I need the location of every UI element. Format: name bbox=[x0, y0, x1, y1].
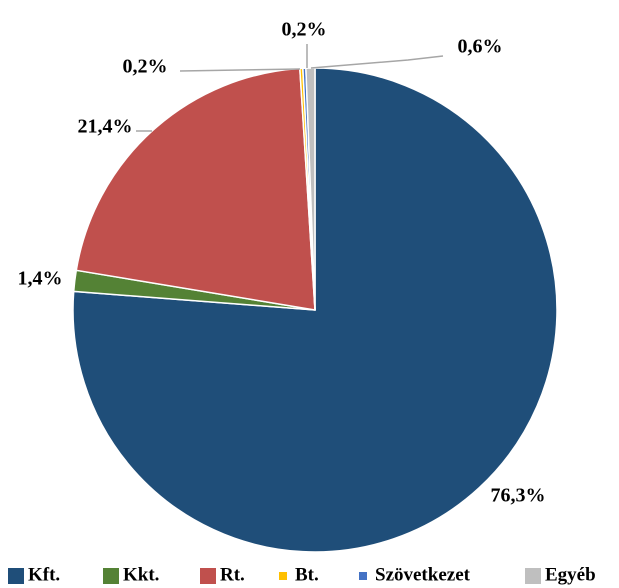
pie-slice bbox=[75, 67, 316, 311]
legend-marker bbox=[525, 568, 541, 584]
legend-label: Kkt. bbox=[123, 564, 159, 585]
legend-label: Bt. bbox=[295, 564, 319, 585]
data-label: 0,6% bbox=[458, 36, 503, 58]
data-label: 1,4% bbox=[18, 268, 63, 290]
legend-marker bbox=[103, 568, 119, 584]
pie bbox=[72, 67, 558, 553]
legend-label: Kft. bbox=[28, 564, 60, 585]
legend: Kft. Kkt. Rt. Bt. Szövetkezet Egyéb bbox=[8, 564, 596, 585]
data-label: 0,2% bbox=[123, 56, 168, 78]
legend-label: Szövetkezet bbox=[375, 564, 471, 585]
leader-line bbox=[179, 68, 301, 72]
legend-marker bbox=[279, 572, 287, 580]
legend-marker bbox=[200, 568, 216, 584]
leader-line bbox=[310, 55, 444, 69]
leader-lines bbox=[136, 44, 444, 132]
data-label: 76,3% bbox=[491, 485, 546, 507]
legend-marker bbox=[8, 568, 24, 584]
legend-label: Rt. bbox=[220, 564, 245, 585]
legend-label: Egyéb bbox=[545, 564, 596, 585]
legend-marker bbox=[359, 572, 367, 580]
data-label: 21,4% bbox=[78, 116, 133, 138]
data-label: 0,2% bbox=[282, 19, 327, 41]
